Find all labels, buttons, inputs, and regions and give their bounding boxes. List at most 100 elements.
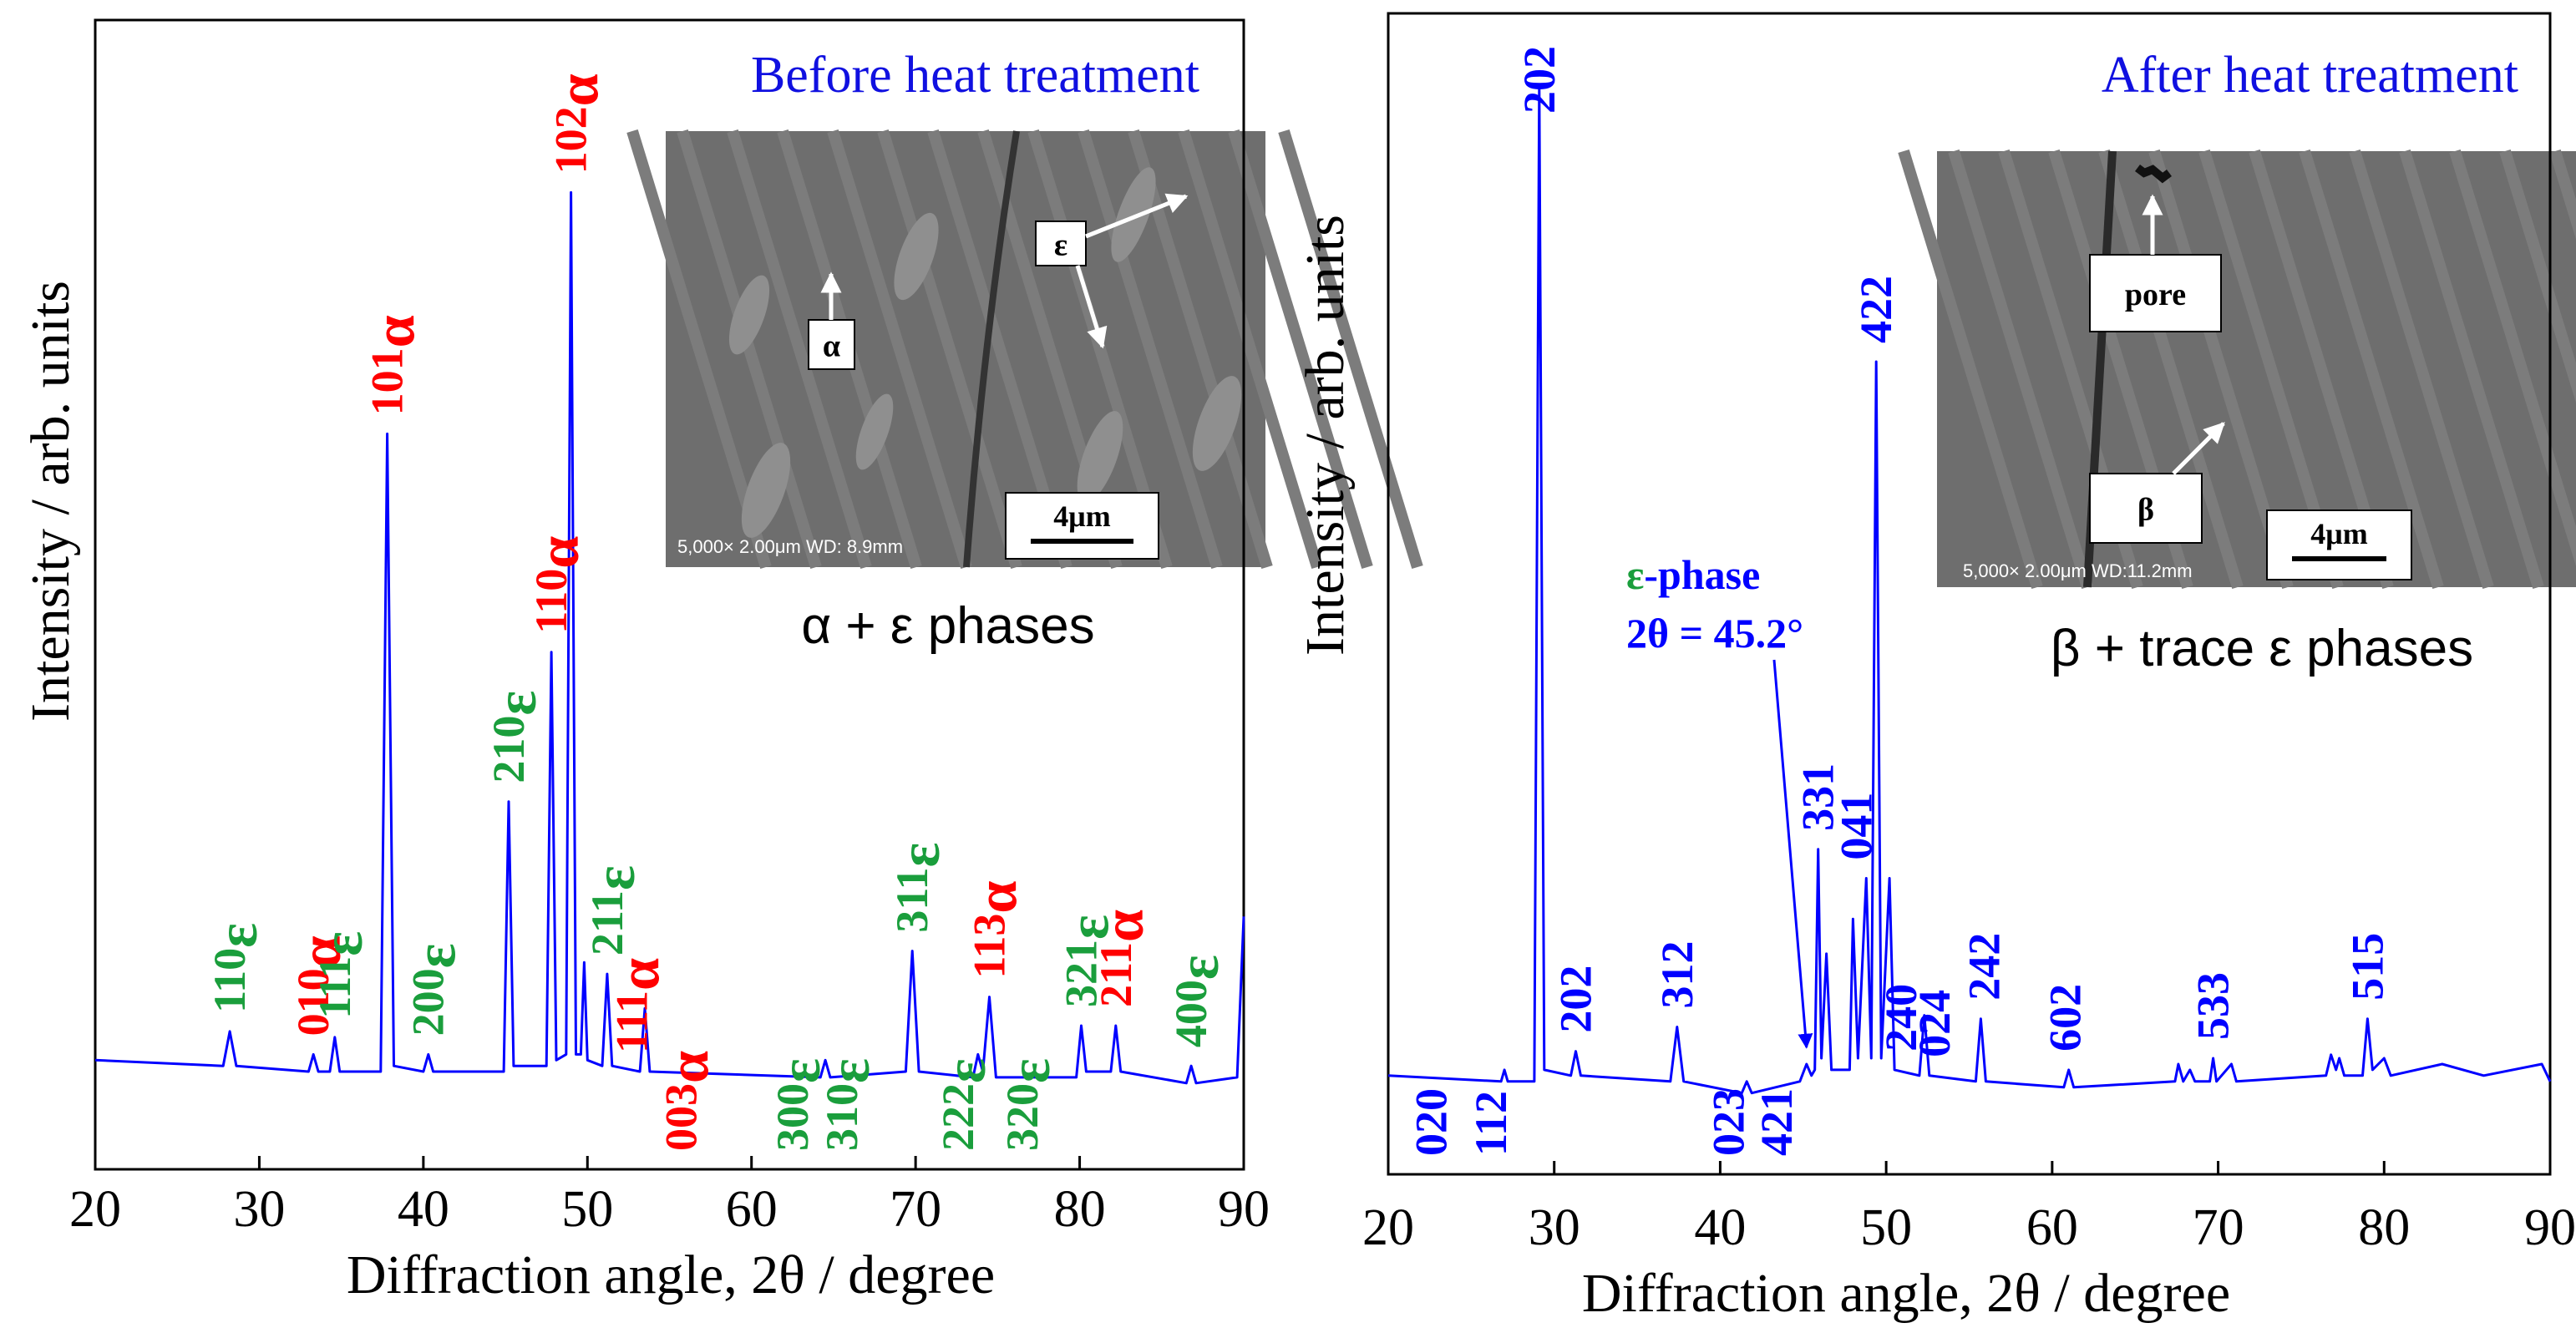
peak-label: 003α xyxy=(656,1051,721,1151)
peak-index: 515 xyxy=(2342,933,2392,1001)
peak-phase: α xyxy=(527,536,591,569)
inset-arrow xyxy=(2172,422,2225,475)
sem-texture xyxy=(626,129,772,570)
panel-title: Before heat treatment xyxy=(751,47,1199,104)
peak-label: 202 xyxy=(1551,966,1601,1033)
phase-note: α + ε phases xyxy=(801,597,1094,655)
annotation-detail: 2θ = 45.2° xyxy=(1626,610,1803,656)
x-tick-label: 50 xyxy=(561,1181,613,1238)
peak-phase: ε xyxy=(934,1058,998,1083)
peak-index: 312 xyxy=(1652,940,1702,1008)
panel-title: After heat treatment xyxy=(2102,47,2518,104)
peak-phase: α xyxy=(657,1051,721,1083)
peak-label: 533 xyxy=(2188,972,2239,1040)
peak-label: 211α xyxy=(1091,910,1156,1007)
x-tick-label: 90 xyxy=(2524,1199,2576,1256)
peak-index: 101 xyxy=(363,347,413,415)
x-tick-label: 30 xyxy=(1529,1199,1580,1256)
peak-label: 320ε xyxy=(997,1058,1062,1151)
peak-label: 422 xyxy=(1851,276,1901,343)
sem-pores xyxy=(2135,165,2172,184)
peak-index: 200 xyxy=(403,968,454,1036)
peak-phase: α xyxy=(363,315,428,347)
peak-label: 111ε xyxy=(310,931,375,1019)
peak-label: 240 xyxy=(1876,984,1926,1052)
peak-label: 400ε xyxy=(1166,955,1231,1047)
peak-index: 533 xyxy=(2188,972,2239,1040)
peak-index: 310 xyxy=(817,1083,867,1151)
inset-label-box xyxy=(2089,254,2222,332)
inset-arrow xyxy=(1075,265,1108,349)
peak-index: 210 xyxy=(484,716,534,783)
sem-grain xyxy=(1077,411,1123,503)
sem-texture xyxy=(827,129,972,570)
inset-label: α xyxy=(823,329,840,364)
sem-texture xyxy=(2399,149,2544,590)
sem-texture xyxy=(877,129,1022,570)
sem-grain xyxy=(728,275,770,355)
peak-label: 602 xyxy=(2041,984,2091,1052)
peak-label: 202 xyxy=(1514,46,1564,114)
inset-label: ε xyxy=(1054,228,1067,263)
peak-index: 111 xyxy=(310,956,360,1019)
peak-index: 020 xyxy=(1407,1088,1457,1156)
peak-index: 202 xyxy=(1551,966,1601,1033)
xrd-pattern xyxy=(1387,86,2552,1095)
x-tick-label: 70 xyxy=(2193,1199,2244,1256)
x-tick-label: 80 xyxy=(2358,1199,2410,1256)
phase-note: β + trace ε phases xyxy=(2051,620,2473,677)
scale-bar-label: 4μm xyxy=(2310,517,2367,550)
peak-index: 023 xyxy=(1703,1088,1753,1156)
peak-phase: α xyxy=(966,880,1030,913)
inset-label-box xyxy=(808,319,855,370)
peak-phase: ε xyxy=(1057,915,1122,940)
scale-bar-box xyxy=(1005,492,1159,560)
sem-texture xyxy=(1948,149,2093,590)
sem-texture xyxy=(1278,129,1423,570)
x-tick-label: 80 xyxy=(1054,1181,1106,1238)
x-axis-label: Diffraction angle, 2θ / degree xyxy=(347,1244,995,1305)
peak-label: 102α xyxy=(546,73,611,174)
peak-label: 110α xyxy=(526,536,591,634)
peak-index: 010 xyxy=(288,968,338,1036)
peak-index: 321 xyxy=(1057,940,1107,1007)
peak-index: 112 xyxy=(1466,1091,1516,1156)
peak-index: 421 xyxy=(1752,1088,1802,1156)
sem-texture xyxy=(677,129,822,570)
peak-index: 300 xyxy=(768,1083,818,1151)
x-tick-label: 50 xyxy=(1860,1199,1912,1256)
xrd-pattern xyxy=(94,190,1245,1085)
inset-label: β xyxy=(2137,493,2154,528)
sem-texture xyxy=(1178,129,1323,570)
x-tick-label: 60 xyxy=(726,1181,778,1238)
peak-index: 422 xyxy=(1851,276,1901,343)
chart-panel: pore β 4μm 5,000× 2.00μm WD:11.2mm 20 30 40 50 6… xyxy=(1295,12,2576,1324)
peak-label: 311ε xyxy=(887,843,952,933)
inset-label-box xyxy=(2089,473,2203,544)
peak-phase: ε xyxy=(888,843,952,868)
sem-texture xyxy=(2148,149,2294,590)
peak-phase: ε xyxy=(818,1058,882,1083)
peak-index: 110 xyxy=(205,948,255,1013)
peak-index: 331 xyxy=(1793,763,1843,831)
inset-label: pore xyxy=(2125,277,2186,312)
peak-label: 331 xyxy=(1793,763,1843,831)
peak-index: 111 xyxy=(606,991,657,1053)
peak-phase: ε xyxy=(205,923,270,948)
peak-phase: ε xyxy=(484,691,549,716)
sem-inset: pore β 4μm 5,000× 2.00μm WD:11.2mm xyxy=(1898,149,2576,590)
inset-label-box xyxy=(1035,220,1087,266)
peak-label: 200ε xyxy=(403,943,469,1036)
peak-index: 102 xyxy=(546,106,596,174)
sem-grain xyxy=(741,443,791,538)
peak-index: 211 xyxy=(1091,942,1141,1007)
x-tick-label: 20 xyxy=(69,1181,121,1238)
peak-index: 311 xyxy=(887,868,937,933)
sem-texture xyxy=(2499,149,2576,403)
peak-label: 312 xyxy=(1652,940,1702,1008)
annotation-symbol: ε xyxy=(1626,551,1644,598)
annotation: ε-phase xyxy=(1626,551,1760,598)
peak-index: 211 xyxy=(582,890,632,955)
